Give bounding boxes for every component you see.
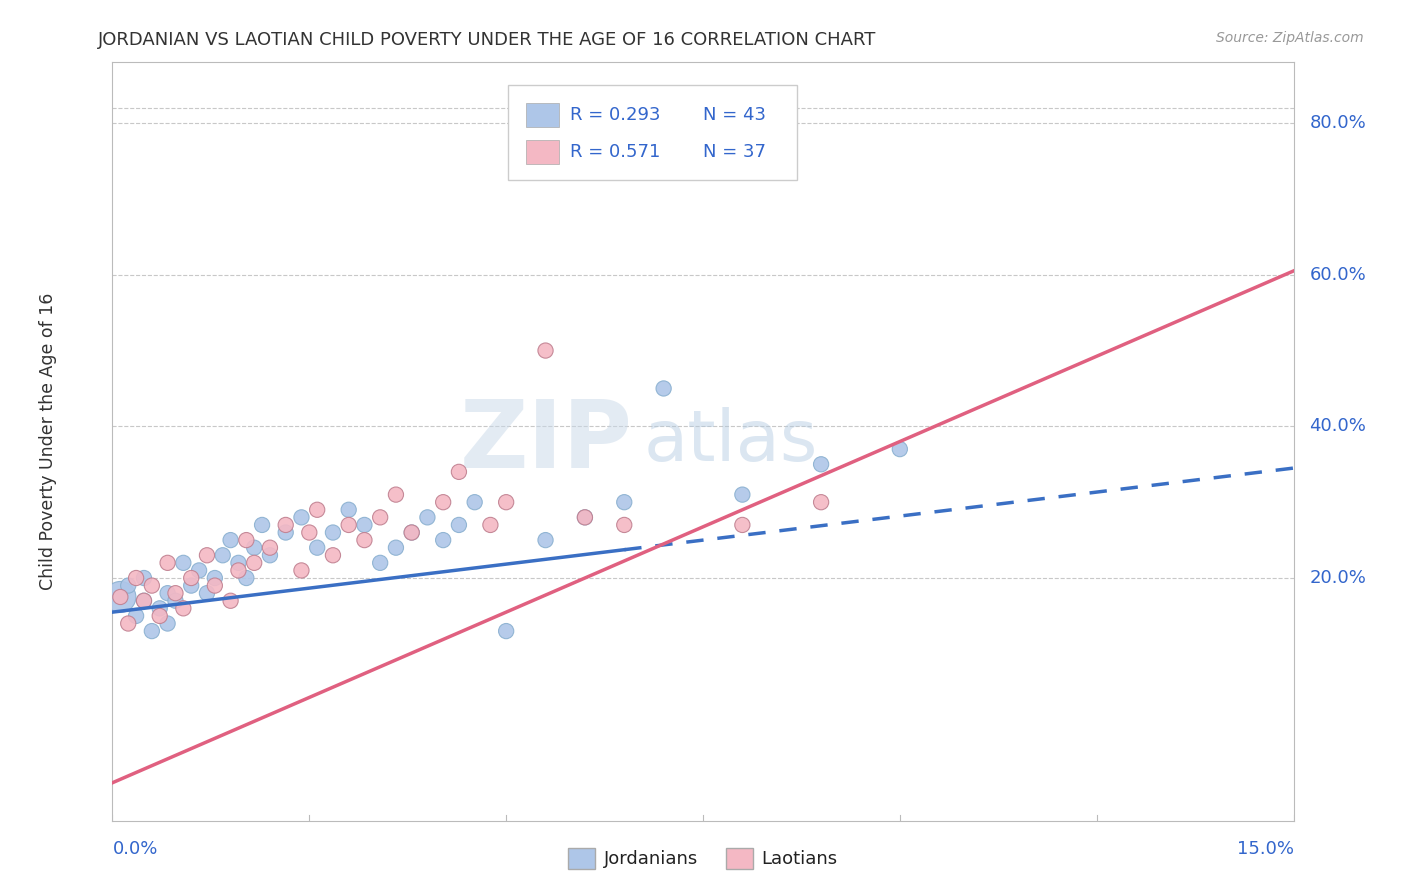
FancyBboxPatch shape [526, 103, 560, 128]
Text: R = 0.571: R = 0.571 [569, 143, 659, 161]
Point [810, 495, 832, 509]
Point [132, 571, 155, 585]
Point [156, 616, 179, 631]
Point [259, 541, 281, 555]
Text: ZIP: ZIP [460, 395, 633, 488]
Point [322, 548, 344, 563]
Point [156, 556, 179, 570]
Point [195, 586, 218, 600]
Point [180, 578, 202, 592]
Point [219, 594, 242, 608]
Point [204, 571, 226, 585]
Point [416, 510, 439, 524]
Point [117, 616, 139, 631]
Point [652, 382, 675, 396]
Text: 15.0%: 15.0% [1236, 839, 1294, 857]
Point [495, 624, 517, 639]
Point [447, 517, 470, 532]
Point [368, 556, 391, 570]
Text: JORDANIAN VS LAOTIAN CHILD POVERTY UNDER THE AGE OF 16 CORRELATION CHART: JORDANIAN VS LAOTIAN CHILD POVERTY UNDER… [98, 31, 877, 49]
Point [731, 517, 754, 532]
Point [156, 586, 179, 600]
Point [195, 548, 218, 563]
Point [368, 510, 391, 524]
Point [290, 510, 312, 524]
Point [652, 116, 675, 130]
Point [243, 556, 266, 570]
Point [235, 533, 257, 547]
Point [574, 510, 596, 524]
Point [479, 517, 502, 532]
Point [141, 578, 163, 592]
Point [228, 556, 250, 570]
Point [125, 608, 148, 623]
Point [731, 487, 754, 501]
Point [274, 517, 297, 532]
Point [534, 343, 557, 358]
Point [613, 517, 636, 532]
Point [110, 590, 132, 604]
Point [290, 564, 312, 578]
Point [188, 564, 211, 578]
Point [337, 517, 360, 532]
Point [149, 608, 172, 623]
Point [432, 533, 454, 547]
Point [132, 594, 155, 608]
Point [274, 525, 297, 540]
FancyBboxPatch shape [508, 85, 797, 180]
Point [250, 517, 273, 532]
Point [322, 525, 344, 540]
Point [447, 465, 470, 479]
Point [165, 586, 187, 600]
Text: Child Poverty Under the Age of 16: Child Poverty Under the Age of 16 [38, 293, 56, 591]
Point [219, 533, 242, 547]
Point [110, 590, 132, 604]
Text: N = 43: N = 43 [703, 106, 766, 124]
Point [401, 525, 423, 540]
Text: 40.0%: 40.0% [1309, 417, 1367, 435]
Text: atlas: atlas [644, 407, 818, 476]
Point [117, 578, 139, 592]
Point [337, 503, 360, 517]
Point [180, 571, 202, 585]
Point [401, 525, 423, 540]
Text: 60.0%: 60.0% [1309, 266, 1367, 284]
Point [132, 594, 155, 608]
Text: 80.0%: 80.0% [1309, 114, 1367, 132]
Point [235, 571, 257, 585]
Point [211, 548, 233, 563]
Text: R = 0.293: R = 0.293 [569, 106, 659, 124]
Point [307, 541, 329, 555]
Point [307, 503, 329, 517]
Point [259, 548, 281, 563]
Point [149, 601, 172, 615]
Point [464, 495, 486, 509]
Point [165, 594, 187, 608]
Text: Source: ZipAtlas.com: Source: ZipAtlas.com [1216, 31, 1364, 45]
Point [534, 533, 557, 547]
Text: 20.0%: 20.0% [1309, 569, 1367, 587]
Point [385, 541, 408, 555]
Point [228, 564, 250, 578]
Point [810, 457, 832, 471]
FancyBboxPatch shape [526, 139, 560, 164]
Point [243, 541, 266, 555]
Point [495, 495, 517, 509]
Point [141, 624, 163, 639]
Point [125, 571, 148, 585]
Legend: Jordanians, Laotians: Jordanians, Laotians [561, 841, 845, 876]
Point [353, 533, 375, 547]
Point [353, 517, 375, 532]
Point [298, 525, 321, 540]
Point [385, 487, 408, 501]
Point [613, 495, 636, 509]
Text: N = 37: N = 37 [703, 143, 766, 161]
Point [574, 510, 596, 524]
Point [889, 442, 911, 457]
Point [204, 578, 226, 592]
Point [172, 601, 194, 615]
Point [432, 495, 454, 509]
Point [172, 556, 194, 570]
Text: 0.0%: 0.0% [112, 839, 157, 857]
